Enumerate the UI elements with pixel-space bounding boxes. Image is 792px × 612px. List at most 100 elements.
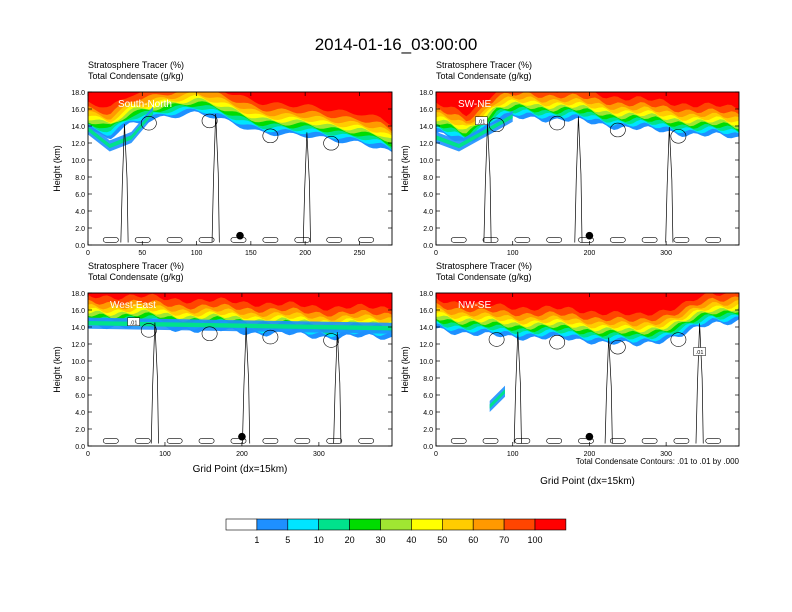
y-tick-label: 8.0 — [423, 175, 433, 182]
location-marker — [236, 231, 244, 240]
tracer-intrusion-core — [88, 321, 392, 331]
location-marker — [585, 432, 594, 441]
panel-title-line2: Total Condensate (g/kg) — [88, 71, 184, 81]
x-tick-label: 100 — [507, 250, 519, 257]
y-tick-label: 8.0 — [75, 376, 85, 383]
low-cloud-contour — [166, 237, 183, 243]
colorbar-label: 50 — [437, 535, 447, 545]
low-cloud-contour — [641, 237, 658, 243]
colorbar-swatch — [225, 518, 258, 531]
low-cloud-contour — [578, 438, 594, 444]
low-cloud-contour — [134, 438, 151, 444]
low-cloud-contour — [294, 237, 311, 243]
low-cloud-contour — [641, 438, 658, 444]
y-tick-label: 12.0 — [419, 141, 433, 148]
x-tick-label: 150 — [245, 250, 257, 257]
upper-cloud-contour — [488, 117, 505, 133]
y-tick-label: 0.0 — [75, 444, 85, 451]
upper-cloud-contour — [323, 136, 340, 151]
colorbar-label: 70 — [499, 535, 509, 545]
condensate-contour — [333, 332, 342, 444]
y-tick-label: 16.0 — [419, 107, 433, 114]
y-tick-label: 18.0 — [71, 90, 85, 97]
colorbar-swatch — [318, 518, 350, 531]
y-tick-label: 18.0 — [419, 291, 433, 298]
colorbar-label: 10 — [314, 535, 324, 545]
y-tick-label: 16.0 — [419, 308, 433, 315]
y-tick-label: 4.0 — [423, 410, 433, 417]
colorbar-label: 20 — [345, 535, 355, 545]
panel-title-line2: Total Condensate (g/kg) — [88, 272, 184, 282]
y-tick-label: 18.0 — [419, 90, 433, 97]
low-cloud-contour — [262, 237, 279, 243]
upper-cloud-contour — [201, 326, 218, 341]
panel-title-line2: Total Condensate (g/kg) — [436, 272, 532, 282]
condensate-contour — [302, 132, 311, 243]
upper-cloud-contour — [488, 332, 505, 347]
x-tick-label: 0 — [86, 451, 90, 458]
condensate-contour — [150, 322, 159, 444]
x-tick-label: 300 — [660, 250, 672, 257]
y-tick-label: 8.0 — [423, 376, 433, 383]
low-cloud-contour — [326, 237, 343, 243]
y-tick-label: 10.0 — [419, 359, 433, 366]
condensate-contour — [695, 323, 704, 444]
tracer-band-9 — [88, 293, 392, 311]
condensate-contour — [120, 124, 129, 243]
colorbar-label: 40 — [406, 535, 416, 545]
low-cloud-contour — [102, 438, 119, 444]
colorbar-label: 1 — [254, 535, 259, 545]
low-cloud-contour — [358, 237, 375, 243]
colorbar-swatch — [256, 518, 289, 531]
y-tick-label: 2.0 — [75, 226, 85, 233]
low-cloud-contour — [546, 438, 563, 444]
low-cloud-contour — [578, 237, 594, 243]
colorbar-swatch — [534, 518, 567, 531]
y-tick-label: 14.0 — [71, 325, 85, 332]
plot-area: .01 — [436, 92, 739, 245]
tracer-intrusion — [436, 110, 513, 152]
panel-title-line2: Total Condensate (g/kg) — [436, 71, 532, 81]
panel-label: SW-NE — [458, 99, 491, 110]
y-tick-label: 6.0 — [423, 393, 433, 400]
x-tick-label: 0 — [434, 250, 438, 257]
contour-note: Total Condensate Contours: .01 to .01 by… — [576, 457, 740, 466]
x-tick-label: 300 — [660, 451, 672, 458]
tracer-band-9 — [436, 92, 739, 117]
condensate-contour — [665, 126, 674, 243]
figure-title: 2014-01-16_03:00:00 — [315, 35, 478, 54]
colorbar-swatch — [441, 518, 474, 531]
plot-area: .01 — [88, 293, 392, 446]
low-cloud-contour — [166, 438, 183, 444]
colorbar-label: 5 — [285, 535, 290, 545]
y-tick-label: 6.0 — [75, 393, 85, 400]
low-cloud-contour — [102, 237, 119, 243]
y-tick-label: 0.0 — [423, 444, 433, 451]
upper-cloud-contour — [609, 122, 626, 138]
contour-label-box — [127, 317, 140, 326]
low-cloud-contour — [230, 438, 247, 444]
colorbar-label: 30 — [375, 535, 385, 545]
low-cloud-contour — [358, 438, 375, 444]
plot-area: .01 — [436, 293, 739, 446]
y-tick-label: 12.0 — [71, 342, 85, 349]
low-cloud-contour — [546, 237, 563, 243]
y-tick-label: 0.0 — [75, 243, 85, 250]
y-axis-label: Height (km) — [52, 346, 62, 393]
colorbar-swatch — [503, 518, 536, 531]
x-tick-label: 100 — [191, 250, 203, 257]
contour-label-box — [475, 116, 488, 125]
panel-label: NW-SE — [458, 300, 491, 311]
y-tick-label: 14.0 — [71, 124, 85, 131]
condensate-contour — [513, 331, 522, 444]
panel-title-line1: Stratosphere Tracer (%) — [88, 261, 184, 271]
upper-cloud-contour — [670, 129, 687, 144]
y-tick-label: 14.0 — [419, 325, 433, 332]
x-tick-label: 0 — [434, 451, 438, 458]
upper-cloud-contour — [201, 113, 218, 129]
y-tick-label: 16.0 — [71, 308, 85, 315]
y-tick-label: 4.0 — [75, 209, 85, 216]
condensate-contour — [604, 337, 613, 444]
panel-1: Stratosphere Tracer (%)Total Condensate … — [400, 60, 740, 257]
upper-cloud-contour — [549, 335, 566, 350]
